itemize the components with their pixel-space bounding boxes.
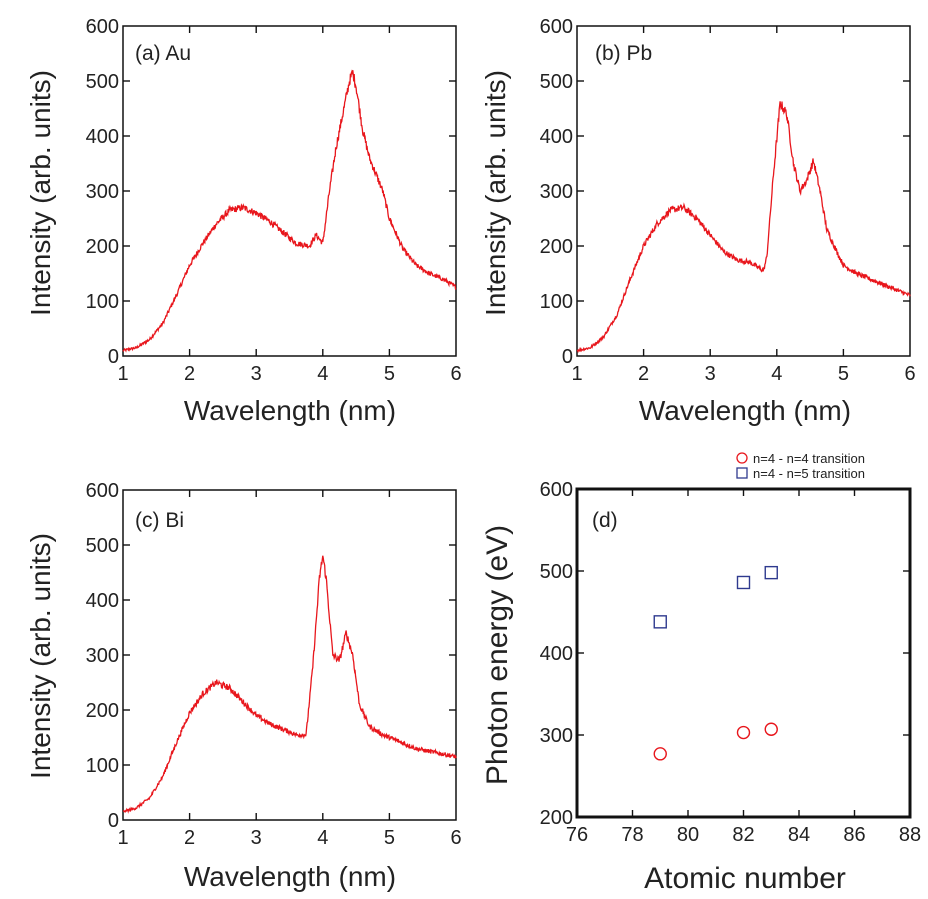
y-tick-label: 500 — [86, 535, 119, 557]
data-point-square — [736, 575, 751, 590]
panel-b-label: (b) Pb — [595, 42, 652, 65]
legend-circle-label: n=4 - n=4 transition — [753, 451, 865, 466]
data-point-circle — [764, 722, 778, 736]
panel-c-curve-group — [123, 555, 457, 814]
x-tick-label: 4 — [317, 827, 328, 849]
x-tick-label: 86 — [843, 824, 865, 846]
panel-d-points-group — [653, 565, 778, 761]
y-tick-label: 600 — [540, 479, 573, 501]
y-tick-label: 0 — [562, 346, 573, 368]
x-tick-label: 3 — [251, 827, 262, 849]
y-tick-label: 200 — [86, 236, 119, 258]
x-tick-label: 4 — [771, 363, 782, 385]
x-tick-label: 3 — [251, 363, 262, 385]
panel-a-curve-group — [122, 69, 457, 353]
panel-c: 1 2 3 4 5 6 0 100 200 300 400 500 600 (c) Bi Wavelen… — [25, 480, 462, 892]
y-tick-label: 300 — [540, 725, 573, 747]
y-tick-label: 0 — [108, 810, 119, 832]
panel-a: 1 2 3 4 5 6 0 100 200 300 400 500 600 (a) Au Wavelen… — [25, 16, 462, 426]
x-tick-label: 2 — [184, 363, 195, 385]
x-tick-label: 78 — [621, 824, 643, 846]
x-tick-label: 1 — [571, 363, 582, 385]
x-tick-label: 76 — [566, 824, 588, 846]
y-tick-label: 300 — [86, 645, 119, 667]
y-tick-label: 100 — [86, 755, 119, 777]
y-tick-label: 600 — [86, 16, 119, 38]
panel-d-frame — [575, 487, 912, 819]
x-tick-label: 88 — [899, 824, 921, 846]
panel-a-ticks: 1 2 3 4 5 6 0 100 200 300 400 500 600 — [86, 16, 462, 385]
x-tick-label: 2 — [184, 827, 195, 849]
x-tick-label: 6 — [450, 363, 461, 385]
x-tick-label: 2 — [638, 363, 649, 385]
x-tick-label: 6 — [450, 827, 461, 849]
panel-c-ticks: 1 2 3 4 5 6 0 100 200 300 400 500 600 — [86, 480, 462, 849]
panel-b-curve-group — [576, 101, 911, 354]
panel-c-spectrum-line — [123, 555, 457, 814]
y-tick-label: 0 — [108, 346, 119, 368]
panel-d-label: (d) — [592, 509, 618, 532]
panel-b-spectrum-line — [576, 101, 911, 354]
panel-c-label: (c) Bi — [135, 509, 184, 532]
x-tick-label: 5 — [384, 363, 395, 385]
x-tick-label: 84 — [788, 824, 810, 846]
panel-c-frame — [122, 489, 457, 821]
panel-d-xlabel: Atomic number — [644, 862, 846, 895]
y-tick-label: 200 — [540, 236, 573, 258]
panel-b-xlabel: Wavelength (nm) — [639, 395, 851, 426]
panel-a-frame — [122, 25, 457, 357]
panel-b: 1 2 3 4 5 6 0 100 200 300 400 500 600 (b) Pb Wavelen… — [480, 16, 916, 426]
data-point-square — [764, 565, 778, 580]
panel-c-xlabel: Wavelength (nm) — [184, 861, 396, 892]
y-tick-label: 600 — [540, 16, 573, 38]
panel-a-xlabel: Wavelength (nm) — [184, 395, 396, 426]
data-point-circle — [736, 725, 751, 740]
legend-square-label: n=4 - n=5 transition — [753, 466, 865, 481]
y-tick-label: 600 — [86, 480, 119, 502]
y-tick-label: 400 — [86, 126, 119, 148]
y-tick-label: 500 — [540, 561, 573, 583]
y-tick-label: 500 — [540, 71, 573, 93]
y-tick-label: 200 — [540, 807, 573, 829]
x-tick-label: 5 — [384, 827, 395, 849]
panel-d-ticks: 76 78 80 82 84 86 88 200 300 400 500 600 — [540, 479, 922, 846]
panel-a-label: (a) Au — [135, 42, 191, 65]
y-tick-label: 200 — [86, 700, 119, 722]
x-tick-label: 1 — [117, 827, 128, 849]
x-tick-label: 3 — [705, 363, 716, 385]
y-tick-label: 100 — [86, 291, 119, 313]
data-point-circle — [653, 747, 667, 761]
y-tick-label: 500 — [86, 71, 119, 93]
x-tick-label: 1 — [117, 363, 128, 385]
y-tick-label: 300 — [86, 181, 119, 203]
x-tick-label: 5 — [838, 363, 849, 385]
data-point-square — [653, 615, 667, 629]
legend-square-marker — [736, 467, 748, 479]
panel-d-legend: n=4 - n=4 transition n=4 - n=5 transitio… — [736, 451, 865, 481]
panel-a-spectrum-line — [122, 69, 457, 353]
y-tick-label: 400 — [540, 126, 573, 148]
legend-circle-marker — [736, 452, 748, 464]
x-tick-label: 4 — [317, 363, 328, 385]
x-tick-label: 82 — [732, 824, 754, 846]
panel-a-ylabel: Intensity (arb. units) — [25, 70, 56, 316]
panel-d-ylabel: Photon energy (eV) — [481, 525, 514, 785]
panel-d: 76 78 80 82 84 86 88 200 300 400 500 600 (d) Atomic… — [481, 451, 921, 895]
x-tick-label: 6 — [904, 363, 915, 385]
panel-c-ylabel: Intensity (arb. units) — [25, 533, 56, 779]
x-tick-label: 80 — [677, 824, 699, 846]
panel-b-frame — [576, 25, 911, 357]
panel-b-ticks: 1 2 3 4 5 6 0 100 200 300 400 500 600 — [540, 16, 916, 385]
y-tick-label: 100 — [540, 291, 573, 313]
y-tick-label: 400 — [540, 643, 573, 665]
panel-b-ylabel: Intensity (arb. units) — [480, 70, 511, 316]
y-tick-label: 300 — [540, 181, 573, 203]
y-tick-label: 400 — [86, 590, 119, 612]
